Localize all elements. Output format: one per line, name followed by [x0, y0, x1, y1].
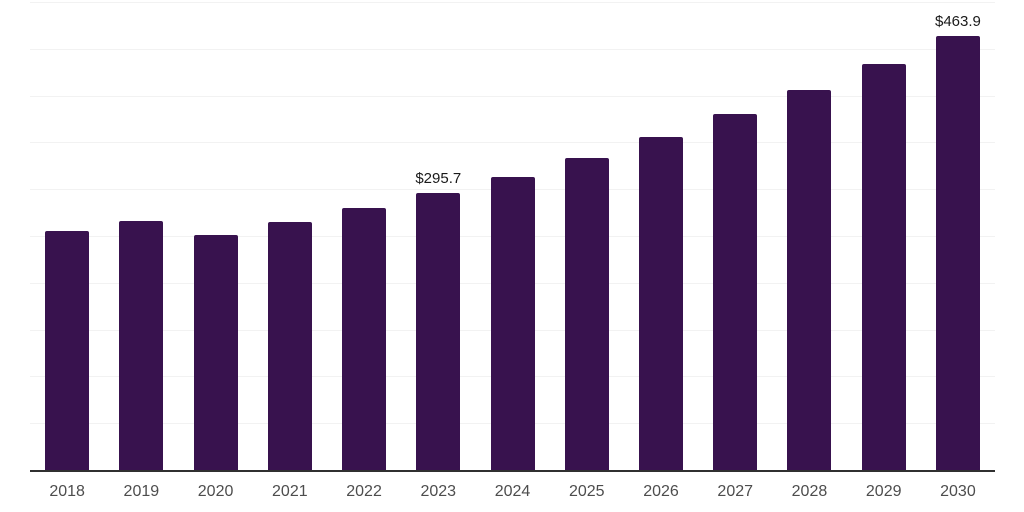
bar-2023 [416, 193, 461, 470]
x-tick-2028: 2028 [791, 483, 828, 500]
value-label-2023: $295.7 [415, 170, 462, 188]
bar-2024 [490, 177, 535, 470]
bar-2021 [267, 221, 312, 470]
x-axis-line [30, 470, 995, 472]
x-tick-2020: 2020 [197, 483, 234, 500]
x-tick-2025: 2025 [568, 483, 605, 500]
band-2020 [178, 2, 252, 470]
band-2022 [327, 2, 401, 470]
x-tick-2022: 2022 [346, 483, 382, 500]
x-tick-2027: 2027 [717, 483, 754, 500]
gridline-500 [30, 2, 995, 3]
plot-area: $295.7 $463.9 [30, 2, 995, 472]
x-axis-labels: 2018 2019 2020 2021 2022 2023 2024 2025 2026 2027… [30, 480, 995, 504]
x-tick-2019: 2019 [123, 483, 160, 500]
band-2028 [772, 2, 846, 470]
bar-2022 [342, 207, 387, 470]
bar-2019 [119, 221, 164, 470]
gridline-450 [30, 48, 995, 50]
band-2027 [698, 2, 772, 470]
band-2021 [253, 2, 327, 470]
band-2023: $295.7 [401, 2, 475, 470]
bar-2027 [713, 114, 758, 470]
bar-2018 [45, 231, 90, 470]
bar-2028 [787, 89, 832, 470]
bar-2020 [193, 235, 238, 470]
bar-2030 [935, 35, 980, 470]
band-2026 [624, 2, 698, 470]
x-tick-2018: 2018 [49, 483, 85, 500]
bars: $295.7 $463.9 [30, 2, 995, 470]
x-tick-2021: 2021 [272, 483, 308, 500]
x-tick-2023: 2023 [420, 483, 457, 500]
band-2019 [104, 2, 178, 470]
band-2018 [30, 2, 104, 470]
x-tick-2030: 2030 [940, 483, 976, 500]
x-tick-2029: 2029 [865, 483, 902, 500]
x-tick-2026: 2026 [643, 483, 679, 500]
gridline-350 [30, 142, 995, 144]
x-tick-2024: 2024 [494, 483, 531, 500]
band-2029 [847, 2, 921, 470]
bar-2025 [564, 158, 609, 470]
bar-2026 [638, 136, 683, 470]
band-2025 [550, 2, 624, 470]
value-label-2030: $463.9 [934, 12, 981, 30]
bar-2029 [861, 63, 906, 470]
gridline-400 [30, 95, 995, 97]
band-2030: $463.9 [921, 2, 995, 470]
band-2024 [475, 2, 549, 470]
